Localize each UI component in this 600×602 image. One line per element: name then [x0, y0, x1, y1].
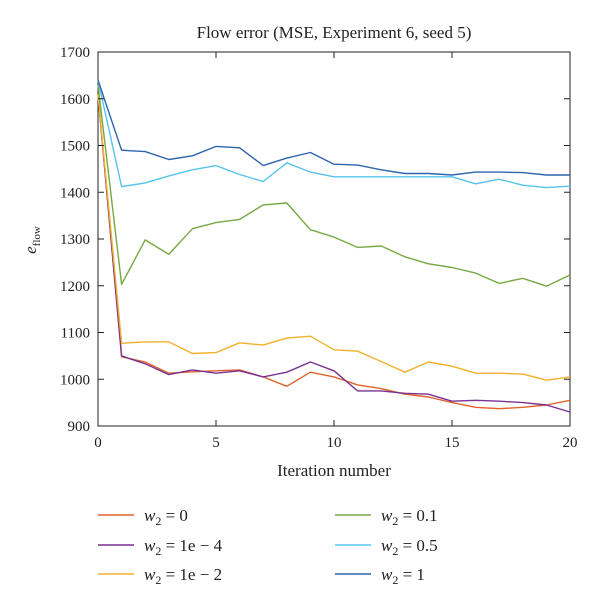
legend: w2 = 0 w2 = 1e − 4 w2 = 1e − 2 w2 = 0.1 w2 =…: [98, 506, 438, 587]
legend-label-1: w2 = 1e − 4: [144, 536, 223, 558]
y-axis-ticks: 900 1000 1100 1200 1300 1400 1500 1600 1700: [60, 45, 570, 435]
series-line-0: [97, 94, 571, 410]
legend-label-0: w2 = 0: [144, 506, 188, 528]
x-tick-label: 15: [445, 435, 460, 451]
y-tick-label: 1100: [61, 326, 90, 342]
y-tick-label: 1600: [60, 92, 90, 108]
x-axis-label: Iteration number: [277, 461, 391, 480]
plot-frame: [97, 51, 571, 427]
x-tick-label: 0: [94, 435, 102, 451]
plot-frame-border: [97, 51, 571, 427]
x-tick-label: 20: [563, 435, 578, 451]
y-tick-label: 1700: [60, 45, 90, 61]
legend-label-5: w2 = 1: [381, 565, 425, 587]
y-axis-label-sub: flow: [31, 226, 43, 246]
y-tick-label: 1000: [60, 372, 90, 388]
x-tick-label: 10: [327, 435, 342, 451]
y-tick-label: 1200: [60, 279, 90, 295]
legend-label-4: w2 = 0.5: [381, 536, 438, 558]
y-axis-label-main: e: [21, 246, 40, 254]
y-tick-label: 1500: [60, 139, 90, 155]
x-tick-label: 5: [212, 435, 220, 451]
y-tick-label: 900: [68, 419, 91, 435]
legend-label-3: w2 = 0.1: [381, 506, 438, 528]
x-axis-ticks: 0 5 10 15 20: [94, 52, 578, 451]
series-line-4: [97, 79, 571, 189]
y-tick-label: 1400: [60, 185, 90, 201]
y-axis-label: eflow: [21, 226, 43, 254]
chart-title: Flow error (MSE, Experiment 6, seed 5): [197, 23, 472, 42]
series-line-3: [97, 84, 571, 287]
y-tick-label: 1300: [60, 232, 90, 248]
series-line-1: [97, 94, 571, 413]
legend-label-2: w2 = 1e − 2: [144, 565, 222, 587]
series-line-5: [97, 79, 570, 176]
series-lines: [97, 79, 571, 413]
series-line-2: [97, 94, 571, 381]
